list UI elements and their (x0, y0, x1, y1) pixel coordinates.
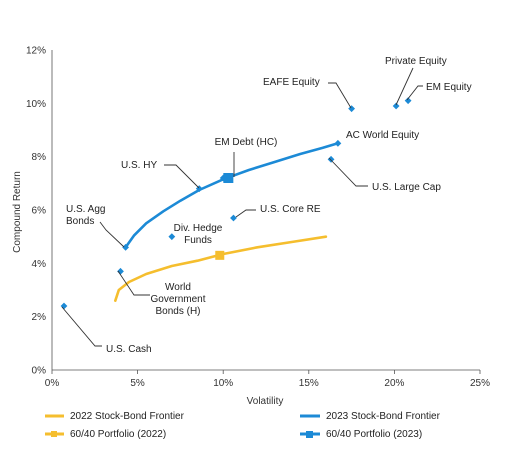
legend-label-frontier-2023: 2023 Stock-Bond Frontier (326, 411, 441, 422)
asset-label: Government (150, 294, 205, 305)
asset-label: EAFE Equity (263, 77, 320, 88)
y-tick-label: 0% (32, 366, 47, 377)
asset-label: World (165, 282, 191, 293)
x-tick-label: 25% (470, 378, 490, 389)
portfolio-2023-point (223, 173, 234, 183)
y-tick-label: 8% (32, 152, 47, 163)
axes: 0% 2% 4% 6% 8% 10% 12% 0% 5% 10% 15% 20% 25% (26, 46, 490, 390)
asset-point (168, 233, 176, 241)
x-tick-label: 0% (45, 378, 60, 389)
y-tick-label: 10% (26, 99, 46, 110)
asset-label: U.S. Core RE (260, 204, 321, 215)
annotation-leader (395, 67, 414, 106)
asset-label: Bonds (66, 216, 94, 227)
asset-point (348, 105, 355, 113)
legend-label-portfolio-2023: 60/40 Portfolio (2023) (326, 429, 422, 440)
asset-point (230, 214, 237, 222)
x-tick-label: 10% (213, 378, 233, 389)
asset-label: Private Equity (385, 56, 447, 67)
y-tick-label: 4% (32, 259, 47, 270)
asset-label: U.S. Agg (66, 204, 105, 215)
annotation-leader (117, 270, 150, 296)
asset-point (392, 102, 400, 110)
legend: 2022 Stock-Bond Frontier 2023 Stock-Bond… (45, 411, 441, 440)
asset-point (327, 155, 335, 163)
y-tick-label: 12% (26, 46, 46, 57)
legend-label-frontier-2022: 2022 Stock-Bond Frontier (70, 411, 185, 422)
asset-label: EM Debt (HC) (215, 137, 278, 148)
asset-point (60, 302, 68, 310)
y-tick-label: 2% (32, 312, 47, 323)
x-tick-label: 20% (384, 378, 404, 389)
portfolio-2022-point (215, 250, 225, 260)
asset-label: Funds (184, 235, 212, 246)
frontier-2023-line (124, 142, 340, 249)
asset-label: AC World Equity (346, 130, 419, 141)
legend-marker-portfolio-2023 (306, 431, 313, 438)
y-tick-label: 6% (32, 206, 47, 217)
asset-point (122, 243, 130, 251)
x-axis-title: Volatility (247, 396, 284, 407)
legend-label-portfolio-2022: 60/40 Portfolio (2022) (70, 429, 166, 440)
annotation-leader (328, 157, 368, 187)
asset-label: Bonds (H) (155, 306, 200, 317)
annotation-leader (61, 306, 102, 347)
plot-area (60, 97, 412, 310)
asset-label: U.S. Large Cap (372, 182, 441, 193)
frontier-2022-line (114, 235, 328, 302)
asset-label: U.S. Cash (106, 344, 152, 355)
asset-point (219, 174, 227, 182)
asset-label: U.S. HY (121, 160, 157, 171)
asset-point (117, 267, 124, 275)
annotation-leader (406, 85, 423, 101)
annotation-leader (99, 221, 125, 248)
x-tick-label: 5% (130, 378, 145, 389)
x-tick-label: 15% (299, 378, 319, 389)
annotation-leader (328, 82, 352, 109)
asset-label: EM Equity (426, 82, 472, 93)
asset-point (195, 185, 203, 193)
annotation-leader (164, 164, 200, 189)
y-axis-title: Compound Return (12, 171, 23, 253)
asset-point (404, 97, 412, 105)
annotation-leader (235, 209, 256, 218)
asset-label: Div. Hedge (174, 223, 223, 234)
asset-point (334, 139, 342, 147)
legend-marker-portfolio-2022 (51, 431, 57, 437)
